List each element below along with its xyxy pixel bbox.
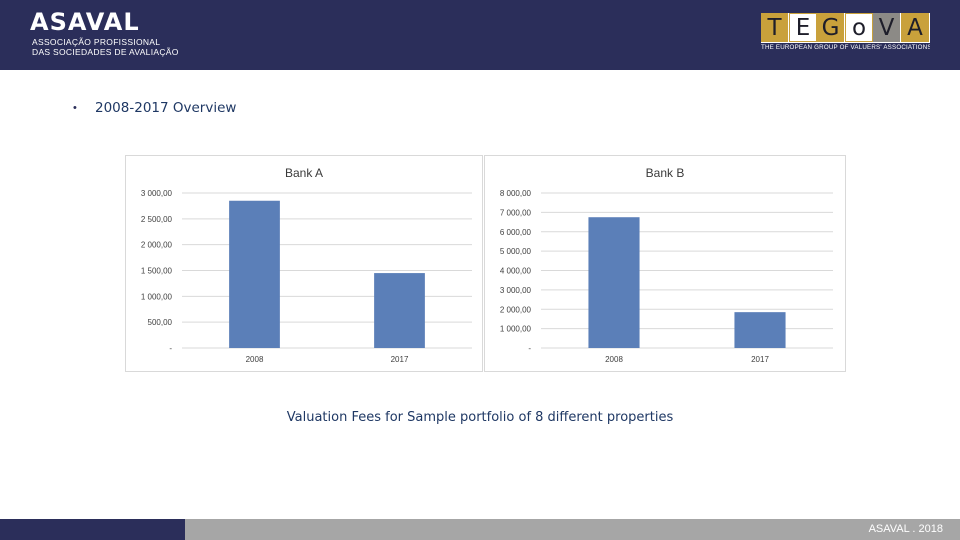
chart-bank-b-plot: - 1 000,00 2 000,00 3 000,00 4 000,00 5 000,0… xyxy=(500,189,833,364)
footer-text: ASAVAL . 2018 xyxy=(868,523,943,535)
y-tick-label: - xyxy=(169,344,172,353)
asaval-wordmark: ASAVAL xyxy=(30,8,140,36)
chart-title: Bank A xyxy=(284,166,324,180)
overview-heading-text: 2008-2017 Overview xyxy=(95,100,237,116)
y-tick-label: 3 000,00 xyxy=(500,286,532,295)
overview-heading: • 2008-2017 Overview xyxy=(73,98,236,118)
asaval-subtitle-line1: ASSOCIAÇÃO PROFISSIONAL xyxy=(32,37,161,47)
asaval-logo: ASAVAL ASSOCIAÇÃO PROFISSIONAL DAS SOCIE… xyxy=(30,10,195,58)
y-tick-label: 3 000,00 xyxy=(141,189,173,198)
bar-2017 xyxy=(734,312,786,348)
tegova-letters: T E G o V A xyxy=(761,13,930,42)
y-tick-label: 5 000,00 xyxy=(500,247,532,256)
chart-caption: Valuation Fees for Sample portfolio of 8… xyxy=(286,410,674,425)
x-tick-label: 2008 xyxy=(605,355,623,364)
chart-bank-a-plot: - 500,00 1 000,00 1 500,00 2 000,00 2 500,00 3… xyxy=(141,189,472,364)
y-tick-label: 7 000,00 xyxy=(500,208,532,217)
chart-bank-a: Bank A - 500,00 1 000,00 1 500,00 2 000,00 2 … xyxy=(125,155,483,372)
footer-accent-bar xyxy=(0,519,185,540)
x-tick-label: 2017 xyxy=(391,355,409,364)
bar-2017 xyxy=(374,273,425,348)
bar-2008 xyxy=(229,200,280,348)
footer-bar: ASAVAL . 2018 xyxy=(185,519,960,540)
bullet-point: • xyxy=(73,102,77,114)
y-tick-label: 2 500,00 xyxy=(141,215,173,224)
y-tick-label: - xyxy=(528,344,531,353)
x-tick-label: 2017 xyxy=(751,355,769,364)
y-tick-label: 8 000,00 xyxy=(500,189,532,198)
y-tick-label: 4 000,00 xyxy=(500,267,532,276)
tegova-letter-e: E xyxy=(789,13,817,42)
bar-2008 xyxy=(588,217,640,348)
tegova-tagline: THE EUROPEAN GROUP OF VALUERS' ASSOCIATI… xyxy=(761,43,930,53)
tegova-letter-a: A xyxy=(901,13,930,42)
chart-title: Bank B xyxy=(645,166,685,180)
header-band: ASAVAL ASSOCIAÇÃO PROFISSIONAL DAS SOCIE… xyxy=(0,0,960,70)
y-tick-label: 6 000,00 xyxy=(500,228,532,237)
asaval-subtitle-line2: DAS SOCIEDADES DE AVALIAÇÃO xyxy=(32,47,179,57)
y-tick-label: 2 000,00 xyxy=(141,241,173,250)
y-tick-label: 1 000,00 xyxy=(500,325,532,334)
x-tick-label: 2008 xyxy=(246,355,264,364)
tegova-letter-t: T xyxy=(761,13,789,42)
tegova-letter-g: G xyxy=(817,13,845,42)
tegova-letter-o: o xyxy=(845,13,873,42)
y-tick-label: 1 000,00 xyxy=(141,292,173,301)
y-tick-label: 1 500,00 xyxy=(141,267,173,276)
y-tick-label: 500,00 xyxy=(148,318,173,327)
y-tick-label: 2 000,00 xyxy=(500,305,532,314)
tegova-letter-v: V xyxy=(873,13,901,42)
tegova-logo: T E G o V A THE EUROPEAN GROUP OF VALUER… xyxy=(761,13,930,53)
chart-bank-b: Bank B - 1 000,00 2 000,00 3 000,00 4 000,00… xyxy=(484,155,846,372)
